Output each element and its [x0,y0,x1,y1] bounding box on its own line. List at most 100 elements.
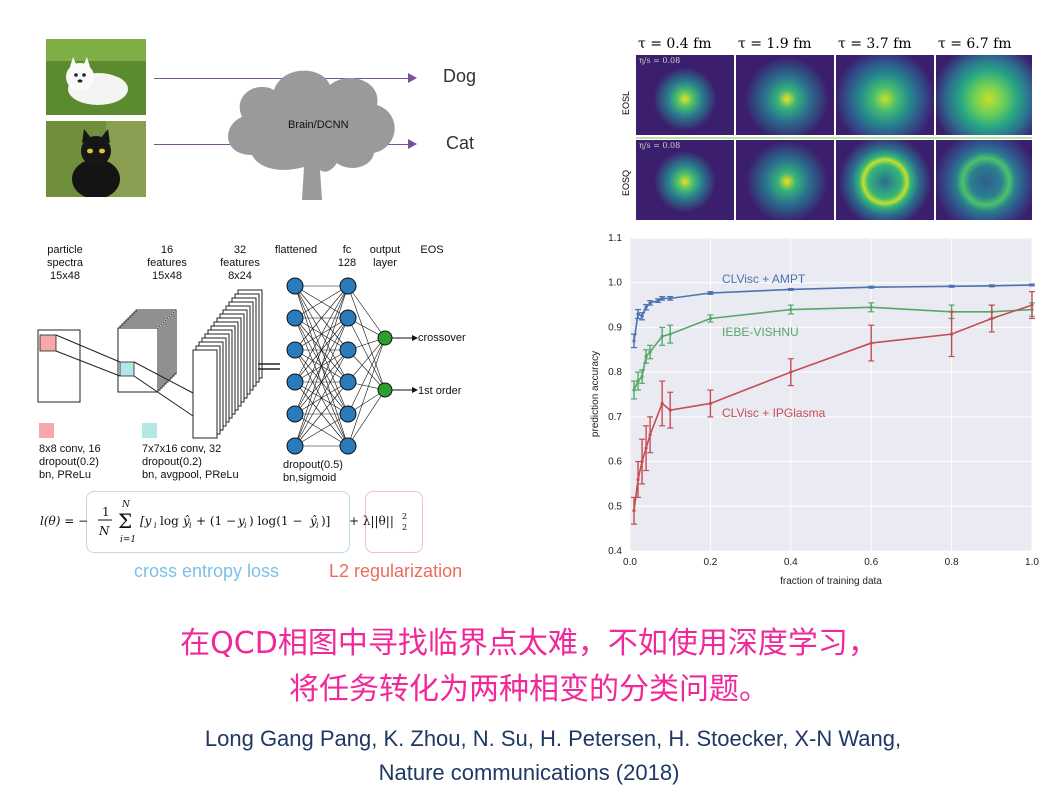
data-point [708,401,712,406]
svg-text:i: i [316,521,319,530]
data-point [640,375,644,379]
y-axis-label: prediction accuracy [590,351,601,437]
x-tick-label: 0.4 [784,557,798,568]
header-32-features: 32 features 8x24 [220,244,260,282]
heatmap-divider [636,137,1032,139]
series-lines [631,283,1035,525]
series-label-ampt: CLVisc + AMPT [722,272,806,286]
y-tick-label: 1.0 [608,278,622,289]
output-crossover: crossover [418,332,466,344]
svg-text:l(θ) = −: l(θ) = − [40,514,88,528]
svg-text:N: N [121,500,131,510]
caption-line-2: 将任务转化为两种相变的分类问题。 [289,672,769,707]
header-eos: EOS [420,244,444,256]
conv2-legend-text: 7x7x16 conv, 32 dropout(0.2) bn, avgpool… [142,443,239,481]
heatmap-eosl-1: η/s = 0.08 [636,55,734,135]
cat-arrow-head [408,139,417,149]
y-tick-label: 0.7 [608,412,622,423]
dog-photo-icon [46,39,146,115]
tau-label-2: τ = 1.9 fm [738,36,812,52]
data-point [668,408,672,412]
heatmap-eosl-2 [736,55,834,135]
data-point [640,314,644,318]
data-point [660,401,664,406]
data-point [869,341,873,345]
svg-text:y: y [237,514,245,528]
svg-text:+ λ||θ||: + λ||θ|| [349,514,394,528]
loss-label: cross entropy loss [134,561,280,581]
data-point [636,477,640,482]
data-point [668,296,672,300]
out-label-cat: Cat [446,133,475,153]
heatmap-eosl-3 [836,55,934,135]
header-flattened: flattened [274,244,318,256]
data-point [789,307,793,312]
citation-line-2: Nature communications (2018) [378,760,680,785]
svg-text:i=1: i=1 [120,535,136,545]
data-point [636,312,640,316]
data-point [660,334,664,338]
conv2-legend-swatch [142,423,157,438]
data-point [869,305,873,309]
data-point [648,433,652,437]
y-tick-label: 0.6 [608,457,622,468]
heatmap-eosl-4 [936,55,1032,135]
x-tick-label: 0.8 [945,557,959,568]
svg-text:log: log [160,514,179,528]
loss-box [86,491,350,553]
x-tick-label: 0.0 [623,557,637,568]
accuracy-chart: 0.0 0.2 0.4 0.6 0.8 1.0 0.4 0.5 0.6 0.7 0.8 0.9 1.0 1… [590,233,1039,587]
svg-text:1: 1 [102,505,110,519]
tau-label-4: τ = 6.7 fm [938,36,1012,52]
eta-note-eosq: η/s = 0.08 [639,141,681,150]
svg-text:Σ: Σ [118,509,132,533]
x-tick-label: 1.0 [1025,557,1039,568]
citation-line-1: Long Gang Pang, K. Zhou, N. Su, H. Peter… [204,726,902,751]
data-point [632,388,636,392]
y-tick-label: 0.8 [608,367,622,378]
y-tick-label: 1.1 [608,233,622,244]
svg-text:N: N [98,524,110,538]
data-point [644,354,648,359]
svg-text:ŷ: ŷ [309,514,317,528]
data-point [789,370,793,374]
row-label-eosl: EOSL [621,90,631,115]
heatmap-eosq-1: η/s = 0.08 [636,140,734,220]
x-tick-label: 0.6 [864,557,878,568]
row-label-eosq: EOSQ [621,169,631,196]
data-point [990,284,994,288]
data-point [990,316,994,321]
eta-note-eosl: η/s = 0.08 [639,56,681,65]
data-point [950,284,954,288]
data-point [789,287,793,292]
tick-labels: 0.0 0.2 0.4 0.6 0.8 1.0 0.4 0.5 0.6 0.7 0.8 0.9 1.0 1… [608,233,1039,568]
svg-text:i: i [154,521,157,530]
svg-text:i: i [244,521,247,530]
data-point [636,379,640,383]
brain-icon [228,70,395,200]
heatmap-eosq-3 [836,140,934,220]
caption-line-1: 在QCD相图中寻找临界点太难，不如使用深度学习， [180,626,878,661]
svg-text:)]: )] [321,514,330,528]
data-point [950,332,954,336]
header-fc: fc 128 [337,244,357,269]
svg-text:+ (1 −: + (1 − [196,514,236,528]
data-point [1030,283,1034,287]
output-first-order: 1st order [418,385,462,397]
data-point [640,459,644,464]
y-tick-label: 0.5 [608,501,622,512]
series-label-vishnu: IEBE-VISHNU [722,325,799,339]
reg-box [365,491,423,553]
network-graphic [37,277,418,455]
data-point [1030,303,1034,307]
data-point [648,350,652,354]
svg-text:2: 2 [402,523,407,532]
data-point [648,301,652,305]
data-point [644,305,648,309]
header-output-layer: output layer [369,244,401,269]
cat-photo-icon [46,121,146,199]
x-tick-label: 0.2 [703,557,717,568]
data-point [660,296,664,300]
svg-text:) log(1 −: ) log(1 − [249,514,302,528]
heatmap-eosq-4 [936,140,1032,220]
